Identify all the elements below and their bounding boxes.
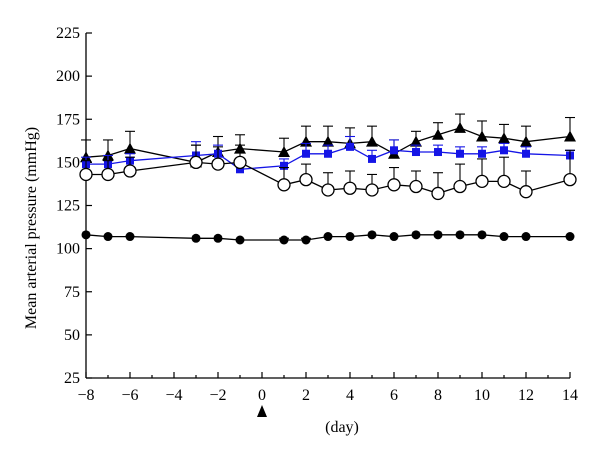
data-point (521, 232, 531, 242)
data-point (189, 155, 203, 170)
data-point (565, 232, 575, 242)
data-point (478, 149, 486, 158)
data-point (123, 164, 137, 178)
data-point (433, 230, 443, 240)
data-point (409, 179, 423, 194)
data-point (277, 178, 291, 192)
data-point (345, 232, 355, 242)
data-point (368, 154, 376, 163)
data-point (499, 232, 509, 242)
y-tick-label: 175 (56, 111, 80, 128)
y-tick-label: 125 (56, 198, 80, 215)
data-point (324, 149, 332, 158)
data-point (411, 230, 421, 240)
data-point (322, 135, 334, 147)
data-point (233, 155, 247, 170)
data-point (500, 146, 508, 155)
data-point (455, 230, 465, 240)
data-point (564, 130, 576, 142)
data-point (390, 146, 398, 155)
data-point (367, 230, 377, 240)
data-point (431, 186, 445, 201)
y-axis-label: Mean arterial pressure (mmHg) (23, 127, 40, 329)
y-tick-label: 100 (56, 241, 80, 258)
axes: 25 50 75 100 125 150 175 200 225 −8 −6 −4 −2 0 2 4 6 8 10 1… (56, 25, 578, 417)
x-tick-label: 2 (302, 387, 310, 404)
y-tick-label: 25 (64, 370, 80, 387)
y-tick-label: 150 (56, 154, 80, 171)
data-point (432, 128, 444, 140)
y-tick-label: 75 (64, 284, 80, 301)
series-circle-filled (81, 230, 575, 245)
data-point (213, 233, 223, 243)
x-tick-label: 10 (474, 387, 490, 404)
series-layer (79, 113, 577, 245)
data-point (519, 185, 533, 199)
data-point (302, 149, 310, 158)
data-point (124, 142, 136, 154)
x-tick-label: −6 (121, 387, 138, 404)
data-point (236, 165, 244, 174)
x-axis-label: (day) (325, 419, 359, 436)
y-tick-label: 225 (56, 25, 80, 42)
x-tick-label: −4 (165, 387, 182, 404)
data-point (387, 178, 401, 192)
data-point (520, 135, 532, 147)
data-point (563, 172, 577, 187)
data-point (280, 161, 288, 170)
data-point (476, 130, 488, 142)
x-tick-label: 6 (390, 387, 398, 404)
data-point (453, 179, 467, 194)
data-point (279, 235, 289, 245)
data-point (475, 174, 489, 189)
data-point (410, 135, 422, 147)
intervention-arrow-icon (257, 405, 267, 417)
data-point (323, 232, 333, 242)
data-point (366, 135, 378, 147)
x-tick-label: 14 (562, 387, 578, 404)
data-point (389, 232, 399, 242)
x-tick-label: 4 (346, 387, 354, 404)
x-tick-label: 0 (258, 387, 266, 404)
x-tick-label: 8 (434, 387, 442, 404)
data-point (125, 232, 135, 242)
y-tick-label: 50 (64, 327, 80, 344)
data-point (191, 233, 201, 243)
data-point (278, 146, 290, 158)
data-point (79, 167, 93, 182)
data-point (235, 235, 245, 245)
data-point (456, 149, 464, 158)
x-tick-label: −2 (209, 387, 226, 404)
data-point (412, 148, 420, 157)
data-point (498, 132, 510, 144)
data-point (211, 157, 225, 171)
data-point (497, 174, 511, 189)
x-tick-label: 12 (518, 387, 534, 404)
data-point (81, 230, 91, 240)
data-point (477, 230, 487, 240)
data-point (434, 148, 442, 157)
data-point (454, 121, 466, 133)
x-tick-label: −8 (77, 387, 94, 404)
data-point (301, 235, 311, 245)
data-point (343, 181, 357, 195)
data-point (346, 142, 354, 151)
y-tick-label: 200 (56, 68, 80, 85)
data-point (103, 232, 113, 242)
data-point (522, 149, 530, 158)
series-circle-open (79, 144, 577, 201)
data-point (321, 183, 335, 197)
data-point (365, 183, 379, 197)
data-point (101, 167, 115, 182)
data-point (299, 172, 313, 187)
